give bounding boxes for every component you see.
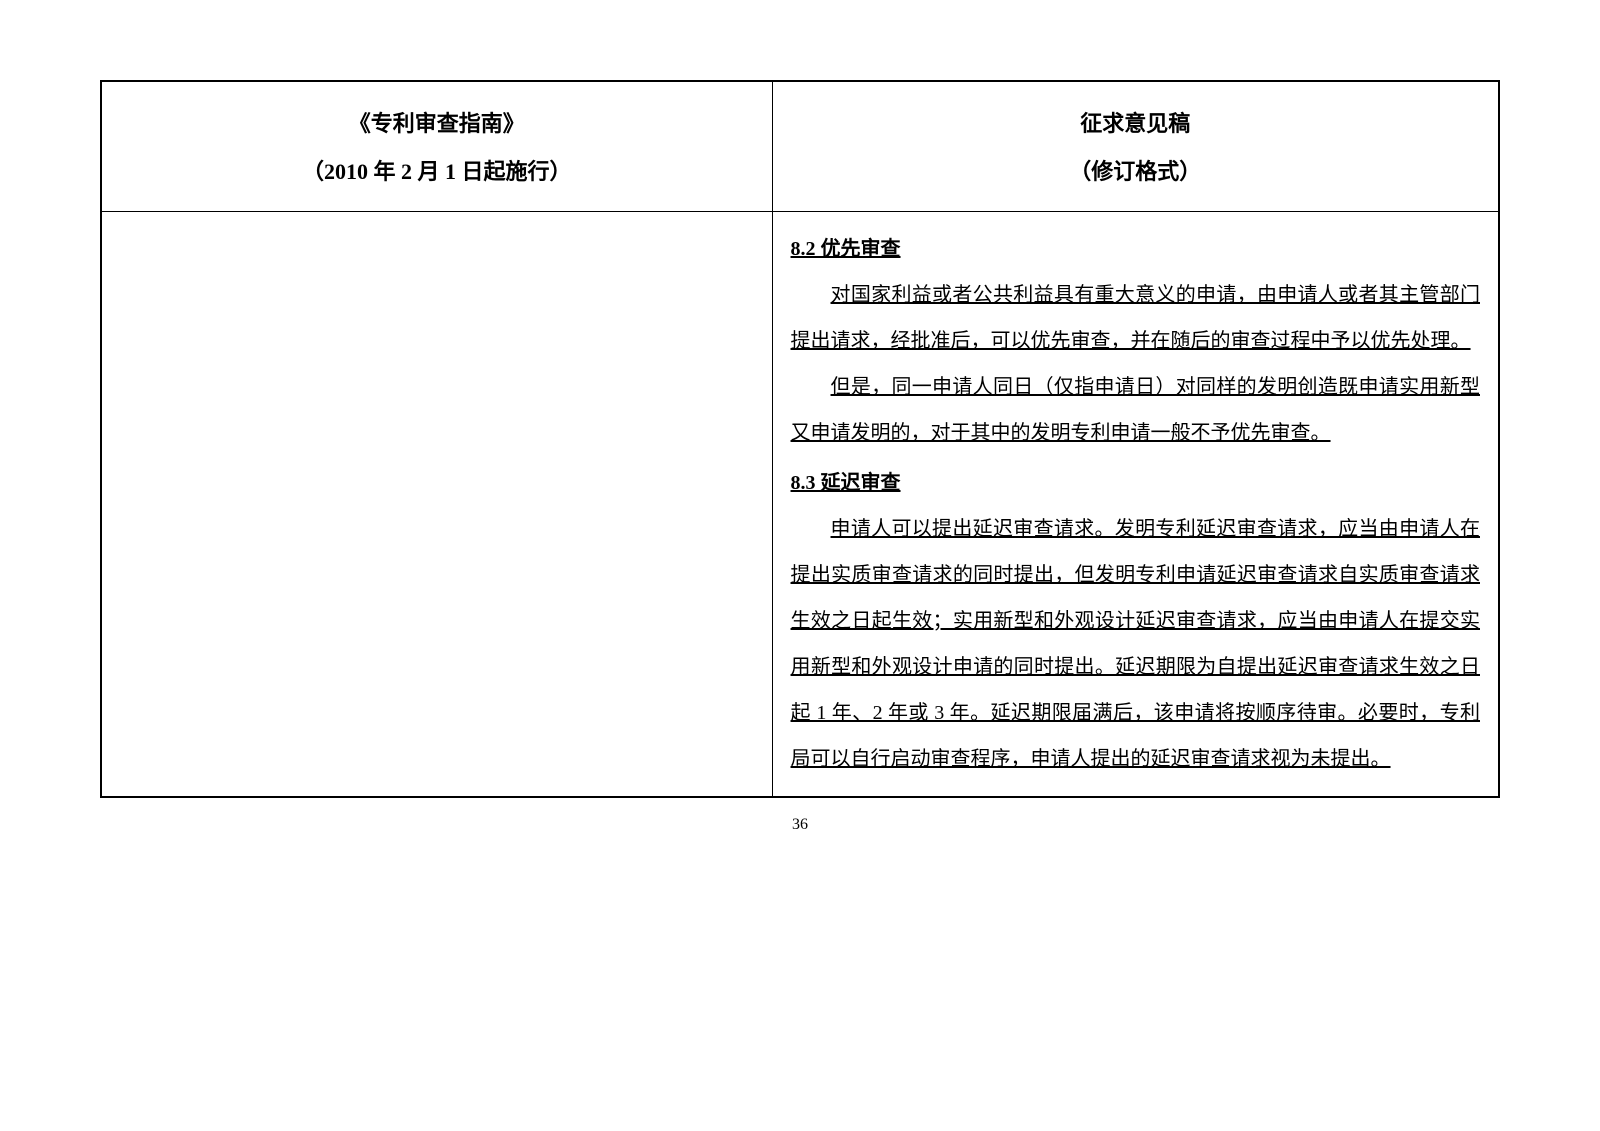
content-right: 8.2 优先审查 对国家利益或者公共利益具有重大意义的申请，由申请人或者其主管部… bbox=[772, 211, 1499, 797]
section-0-body: 对国家利益或者公共利益具有重大意义的申请，由申请人或者其主管部门提出请求，经批准… bbox=[791, 272, 1480, 456]
paragraph: 对国家利益或者公共利益具有重大意义的申请，由申请人或者其主管部门提出请求，经批准… bbox=[791, 272, 1480, 364]
section-heading-1: 8.3 延迟审查 bbox=[791, 460, 1480, 506]
header-left: 《专利审查指南》 （2010 年 2 月 1 日起施行） bbox=[101, 81, 772, 211]
table-content-row: 8.2 优先审查 对国家利益或者公共利益具有重大意义的申请，由申请人或者其主管部… bbox=[101, 211, 1499, 797]
paragraph: 申请人可以提出延迟审查请求。发明专利延迟审查请求，应当由申请人在提出实质审查请求… bbox=[791, 506, 1480, 782]
paragraph: 但是，同一申请人同日（仅指申请日）对同样的发明创造既申请实用新型又申请发明的，对… bbox=[791, 364, 1480, 456]
section-heading-0: 8.2 优先审查 bbox=[791, 226, 1480, 272]
section-1-body: 申请人可以提出延迟审查请求。发明专利延迟审查请求，应当由申请人在提出实质审查请求… bbox=[791, 506, 1480, 782]
header-right: 征求意见稿 （修订格式） bbox=[772, 81, 1499, 211]
header-right-subtitle: （修订格式） bbox=[783, 148, 1488, 196]
content-left bbox=[101, 211, 772, 797]
table-header-row: 《专利审查指南》 （2010 年 2 月 1 日起施行） 征求意见稿 （修订格式… bbox=[101, 81, 1499, 211]
page-number: 36 bbox=[100, 816, 1500, 834]
header-left-title: 《专利审查指南》 bbox=[112, 100, 762, 148]
comparison-table: 《专利审查指南》 （2010 年 2 月 1 日起施行） 征求意见稿 （修订格式… bbox=[100, 80, 1500, 798]
header-right-title: 征求意见稿 bbox=[783, 100, 1488, 148]
header-left-subtitle: （2010 年 2 月 1 日起施行） bbox=[112, 148, 762, 196]
